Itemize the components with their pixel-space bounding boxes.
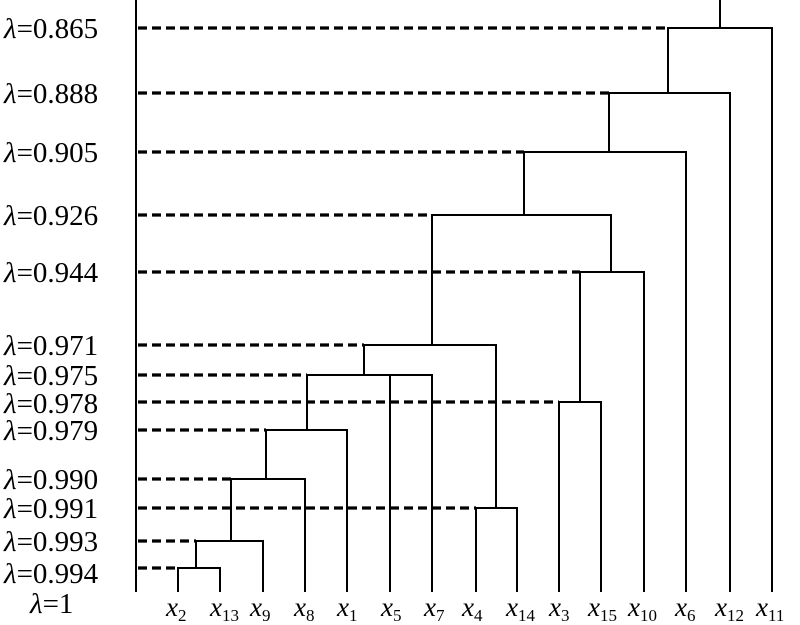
merge-0993 [195, 540, 264, 592]
leaf-labels: x2 x13 x9 x8 x1 x5 x7 x4 x14 x3 x15 x10 … [165, 592, 784, 625]
leaf-x4: x4 [461, 592, 483, 625]
leaf-x12: x12 [714, 592, 744, 625]
lambda-label-0971: λ=0.971 [3, 330, 98, 362]
leaf-x5: x5 [380, 592, 401, 625]
lambda-label-0926: λ=0.926 [3, 200, 98, 232]
merge-x5-x7 [389, 374, 433, 592]
leaf-x2: x2 [165, 592, 186, 625]
lambda-label-0975: λ=0.975 [3, 360, 98, 392]
lambda-label-0979: λ=0.979 [3, 415, 98, 447]
lambda-labels: λ=0.865 λ=0.888 λ=0.905 λ=0.926 λ=0.944 … [3, 13, 99, 620]
merge-0888 [608, 92, 731, 592]
lambda-label-0993: λ=0.993 [3, 526, 98, 558]
lambda-label-0888: λ=0.888 [3, 78, 98, 110]
merge-0865 [667, 27, 773, 592]
leaf-x15: x15 [587, 592, 617, 625]
lambda-label-0991: λ=0.991 [3, 493, 98, 525]
leaf-x10: x10 [627, 592, 657, 625]
leaf-x3: x3 [548, 592, 569, 625]
leaf-x14: x14 [505, 592, 535, 625]
merge-0944 [579, 271, 645, 592]
lambda-label-0978: λ=0.978 [3, 388, 98, 420]
leaf-x8: x8 [293, 592, 314, 625]
merge-0905 [523, 151, 687, 592]
merge-0926 [431, 214, 612, 345]
merge-x4-x14 [475, 507, 518, 592]
leaf-x1: x1 [336, 592, 357, 625]
lambda-label-0905: λ=0.905 [3, 137, 98, 169]
lambda-label-base: λ=1 [29, 588, 73, 620]
leaf-x7: x7 [423, 592, 445, 625]
dendrogram-tree [177, 0, 773, 592]
merge-x3-x15 [558, 401, 602, 592]
lambda-label-0994: λ=0.994 [3, 558, 99, 590]
merge-0975 [306, 374, 390, 430]
merge-0990 [230, 478, 306, 592]
dashed-guides [138, 26, 668, 570]
leaf-x11: x11 [755, 592, 784, 625]
merge-0971 [363, 344, 497, 508]
leaf-x6: x6 [674, 592, 695, 625]
lambda-label-0865: λ=0.865 [3, 13, 98, 45]
lambda-label-0944: λ=0.944 [3, 257, 99, 289]
lambda-label-0990: λ=0.990 [3, 464, 98, 496]
leaf-x13: x13 [209, 592, 239, 625]
merge-x2-x13 [177, 567, 221, 592]
merge-0979 [265, 429, 348, 592]
leaf-x9: x9 [249, 592, 270, 625]
